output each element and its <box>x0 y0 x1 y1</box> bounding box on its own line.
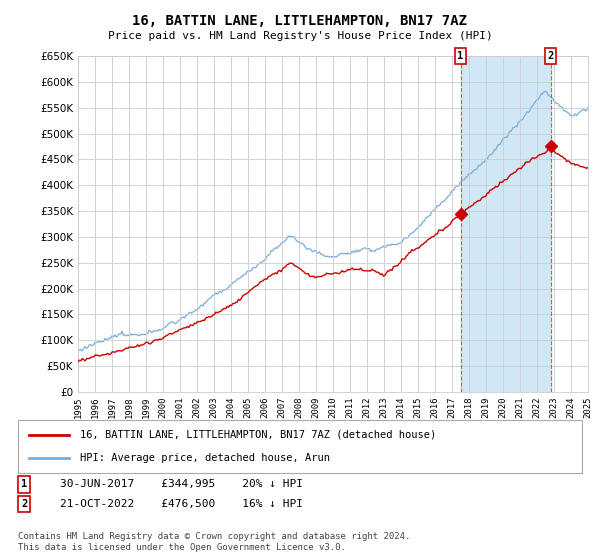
Text: 2: 2 <box>547 51 554 61</box>
Text: HPI: Average price, detached house, Arun: HPI: Average price, detached house, Arun <box>80 453 330 463</box>
Text: Contains HM Land Registry data © Crown copyright and database right 2024.
This d: Contains HM Land Registry data © Crown c… <box>18 532 410 552</box>
Text: Price paid vs. HM Land Registry's House Price Index (HPI): Price paid vs. HM Land Registry's House … <box>107 31 493 41</box>
Text: 1: 1 <box>21 479 27 489</box>
Text: 2: 2 <box>21 499 27 509</box>
Text: 21-OCT-2022    £476,500    16% ↓ HPI: 21-OCT-2022 £476,500 16% ↓ HPI <box>60 499 303 509</box>
Text: 16, BATTIN LANE, LITTLEHAMPTON, BN17 7AZ (detached house): 16, BATTIN LANE, LITTLEHAMPTON, BN17 7AZ… <box>80 430 436 440</box>
Text: 16, BATTIN LANE, LITTLEHAMPTON, BN17 7AZ: 16, BATTIN LANE, LITTLEHAMPTON, BN17 7AZ <box>133 14 467 28</box>
Text: 1: 1 <box>457 51 464 61</box>
Text: 30-JUN-2017    £344,995    20% ↓ HPI: 30-JUN-2017 £344,995 20% ↓ HPI <box>60 479 303 489</box>
Bar <box>461 56 551 392</box>
